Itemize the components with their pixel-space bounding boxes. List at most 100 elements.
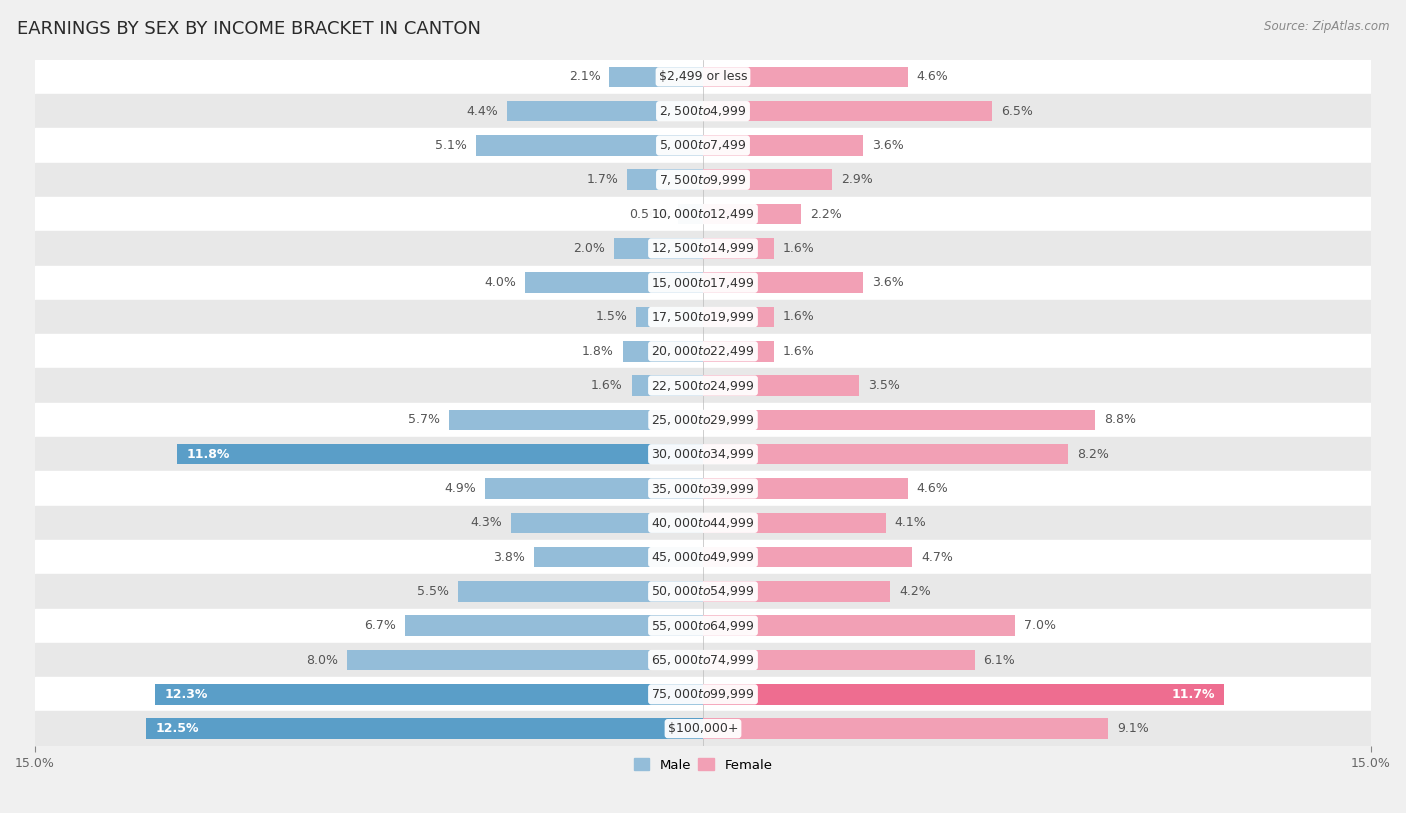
Text: 4.1%: 4.1% [894, 516, 927, 529]
Bar [35, 94, 1371, 128]
Bar [35, 334, 1371, 368]
Text: 9.1%: 9.1% [1118, 722, 1149, 735]
Legend: Male, Female: Male, Female [628, 753, 778, 777]
Text: 7.0%: 7.0% [1024, 620, 1056, 633]
Bar [35, 266, 1371, 300]
Bar [703, 547, 912, 567]
Text: 6.7%: 6.7% [364, 620, 395, 633]
Bar [35, 197, 1371, 231]
Bar [35, 506, 1371, 540]
Text: 1.6%: 1.6% [591, 379, 623, 392]
Bar [703, 444, 1069, 464]
Bar [35, 574, 1371, 609]
Text: $30,000 to $34,999: $30,000 to $34,999 [651, 447, 755, 461]
Text: 3.6%: 3.6% [872, 139, 904, 152]
Text: 5.5%: 5.5% [418, 585, 449, 598]
Text: 5.1%: 5.1% [434, 139, 467, 152]
Bar [636, 307, 703, 328]
Bar [534, 547, 703, 567]
Bar [35, 128, 1371, 163]
Bar [623, 341, 703, 362]
Text: $55,000 to $64,999: $55,000 to $64,999 [651, 619, 755, 633]
Text: 1.6%: 1.6% [783, 345, 815, 358]
Text: 4.6%: 4.6% [917, 71, 949, 84]
Bar [177, 444, 703, 464]
Bar [35, 711, 1371, 746]
Text: $45,000 to $49,999: $45,000 to $49,999 [651, 550, 755, 564]
Text: $22,500 to $24,999: $22,500 to $24,999 [651, 379, 755, 393]
Bar [703, 67, 908, 87]
Text: 1.8%: 1.8% [582, 345, 614, 358]
Text: 6.1%: 6.1% [984, 654, 1015, 667]
Text: 8.8%: 8.8% [1104, 413, 1136, 426]
Text: 4.2%: 4.2% [898, 585, 931, 598]
Bar [703, 169, 832, 190]
Text: $2,500 to $4,999: $2,500 to $4,999 [659, 104, 747, 118]
Text: $12,500 to $14,999: $12,500 to $14,999 [651, 241, 755, 255]
Bar [146, 719, 703, 739]
Bar [703, 650, 974, 670]
Text: 3.5%: 3.5% [868, 379, 900, 392]
Bar [703, 238, 775, 259]
Bar [703, 101, 993, 121]
Text: 3.6%: 3.6% [872, 276, 904, 289]
Bar [35, 472, 1371, 506]
Text: 8.0%: 8.0% [305, 654, 337, 667]
Text: 1.7%: 1.7% [586, 173, 619, 186]
Bar [703, 135, 863, 156]
Text: 4.9%: 4.9% [444, 482, 475, 495]
Bar [678, 204, 703, 224]
Text: $2,499 or less: $2,499 or less [659, 71, 747, 84]
Bar [703, 615, 1015, 636]
Bar [508, 101, 703, 121]
Bar [703, 581, 890, 602]
Bar [703, 376, 859, 396]
Text: 5.7%: 5.7% [408, 413, 440, 426]
Bar [347, 650, 703, 670]
Bar [35, 59, 1371, 94]
Text: $5,000 to $7,499: $5,000 to $7,499 [659, 138, 747, 153]
Bar [703, 204, 801, 224]
Text: 1.6%: 1.6% [783, 242, 815, 255]
Text: $50,000 to $54,999: $50,000 to $54,999 [651, 585, 755, 598]
Bar [35, 300, 1371, 334]
Bar [35, 643, 1371, 677]
Bar [609, 67, 703, 87]
Bar [703, 307, 775, 328]
Text: $7,500 to $9,999: $7,500 to $9,999 [659, 173, 747, 187]
Bar [35, 231, 1371, 266]
Text: $75,000 to $99,999: $75,000 to $99,999 [651, 687, 755, 702]
Text: 2.9%: 2.9% [841, 173, 873, 186]
Bar [703, 341, 775, 362]
Text: $10,000 to $12,499: $10,000 to $12,499 [651, 207, 755, 221]
Bar [449, 410, 703, 430]
Bar [35, 540, 1371, 574]
Text: 6.5%: 6.5% [1001, 105, 1033, 118]
Bar [35, 163, 1371, 197]
Text: 4.3%: 4.3% [471, 516, 502, 529]
Bar [155, 684, 703, 705]
Text: EARNINGS BY SEX BY INCOME BRACKET IN CANTON: EARNINGS BY SEX BY INCOME BRACKET IN CAN… [17, 20, 481, 38]
Text: Source: ZipAtlas.com: Source: ZipAtlas.com [1264, 20, 1389, 33]
Bar [631, 376, 703, 396]
Text: 11.7%: 11.7% [1171, 688, 1215, 701]
Bar [475, 135, 703, 156]
Text: 0.56%: 0.56% [630, 207, 669, 220]
Bar [703, 719, 1108, 739]
Bar [35, 677, 1371, 711]
Bar [35, 402, 1371, 437]
Text: 2.1%: 2.1% [569, 71, 600, 84]
Text: $100,000+: $100,000+ [668, 722, 738, 735]
Bar [458, 581, 703, 602]
Text: $35,000 to $39,999: $35,000 to $39,999 [651, 481, 755, 495]
Bar [512, 512, 703, 533]
Bar [35, 609, 1371, 643]
Text: 2.0%: 2.0% [574, 242, 605, 255]
Text: 4.0%: 4.0% [484, 276, 516, 289]
Text: $40,000 to $44,999: $40,000 to $44,999 [651, 515, 755, 530]
Bar [703, 272, 863, 293]
Text: 8.2%: 8.2% [1077, 448, 1109, 461]
Text: 4.7%: 4.7% [921, 550, 953, 563]
Text: $17,500 to $19,999: $17,500 to $19,999 [651, 310, 755, 324]
Bar [35, 368, 1371, 402]
